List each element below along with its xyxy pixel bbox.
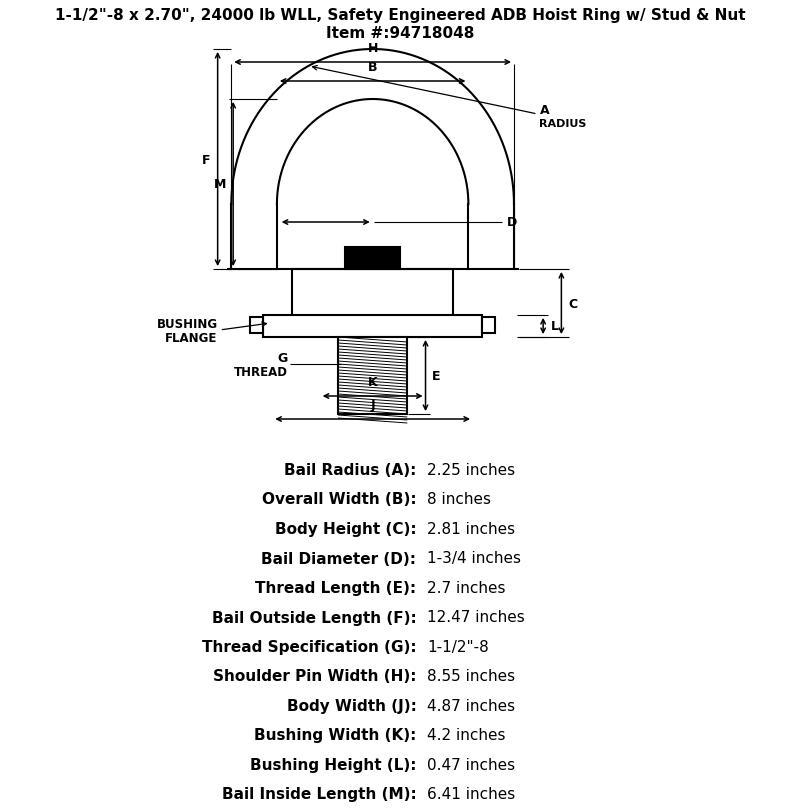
Text: Thread Length (E):: Thread Length (E):: [255, 581, 417, 595]
Text: 8.55 inches: 8.55 inches: [427, 669, 515, 684]
Text: 2.7 inches: 2.7 inches: [427, 581, 506, 595]
Text: K: K: [368, 375, 378, 388]
Text: 8 inches: 8 inches: [427, 492, 491, 507]
Bar: [293, 270, 453, 329]
Text: 4.2 inches: 4.2 inches: [427, 727, 506, 743]
Text: F: F: [202, 153, 210, 166]
Text: Body Height (C):: Body Height (C):: [274, 521, 417, 536]
Text: L: L: [550, 320, 558, 333]
Text: M: M: [214, 178, 226, 191]
Text: 12.47 inches: 12.47 inches: [427, 610, 525, 624]
Text: 1-1/2"-8 x 2.70", 24000 lb WLL, Safety Engineered ADB Hoist Ring w/ Stud & Nut: 1-1/2"-8 x 2.70", 24000 lb WLL, Safety E…: [54, 8, 746, 23]
Text: THREAD: THREAD: [234, 365, 288, 378]
Text: G: G: [278, 351, 288, 364]
Text: Bail Inside Length (M):: Bail Inside Length (M):: [222, 787, 417, 801]
Bar: [346, 247, 400, 270]
Bar: [263, 315, 482, 337]
Text: E: E: [432, 370, 441, 383]
Text: J: J: [370, 398, 375, 411]
Text: C: C: [569, 297, 578, 310]
Text: Body Width (J):: Body Width (J):: [286, 698, 417, 713]
Bar: [482, 318, 495, 333]
Text: Thread Specification (G):: Thread Specification (G):: [202, 639, 417, 654]
Text: Bail Diameter (D):: Bail Diameter (D):: [262, 551, 417, 566]
Bar: [338, 337, 407, 414]
Text: Bail Outside Length (F):: Bail Outside Length (F):: [212, 610, 417, 624]
Text: 2.25 inches: 2.25 inches: [427, 462, 515, 478]
Text: Item #:94718048: Item #:94718048: [326, 26, 474, 41]
Text: Overall Width (B):: Overall Width (B):: [262, 492, 417, 507]
Text: A: A: [539, 103, 549, 116]
Text: BUSHING: BUSHING: [157, 317, 218, 330]
Text: 1-1/2"-8: 1-1/2"-8: [427, 639, 489, 654]
Text: 2.81 inches: 2.81 inches: [427, 521, 515, 536]
Text: RADIUS: RADIUS: [539, 119, 587, 129]
Text: FLANGE: FLANGE: [166, 331, 218, 344]
Text: Bail Radius (A):: Bail Radius (A):: [284, 462, 417, 478]
Text: 0.47 inches: 0.47 inches: [427, 757, 515, 772]
Text: 6.41 inches: 6.41 inches: [427, 787, 516, 801]
Text: Bushing Width (K):: Bushing Width (K):: [254, 727, 417, 743]
Text: B: B: [368, 61, 378, 74]
Text: D: D: [506, 217, 517, 230]
Text: H: H: [367, 42, 378, 55]
Text: Shoulder Pin Width (H):: Shoulder Pin Width (H):: [213, 669, 417, 684]
Text: 1-3/4 inches: 1-3/4 inches: [427, 551, 522, 566]
Text: Bushing Height (L):: Bushing Height (L):: [250, 757, 417, 772]
Bar: [250, 318, 263, 333]
Text: 4.87 inches: 4.87 inches: [427, 698, 515, 713]
